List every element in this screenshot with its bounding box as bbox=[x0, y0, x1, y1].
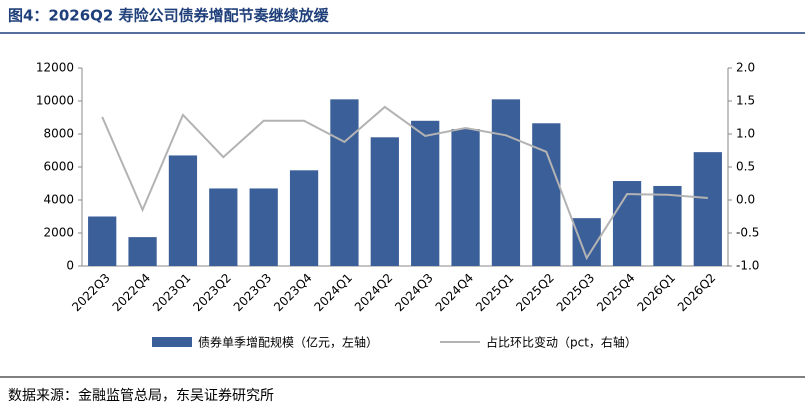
bar bbox=[289, 170, 319, 266]
legend-swatch bbox=[152, 337, 192, 347]
y-tick-label: 0 bbox=[66, 259, 74, 273]
x-tick-label: 2026Q2 bbox=[675, 271, 719, 315]
y-tick-label: 12000 bbox=[36, 61, 74, 75]
x-tick-label: 2025Q4 bbox=[594, 271, 638, 315]
bar bbox=[693, 152, 722, 266]
y2-tick-label: -0.5 bbox=[736, 226, 759, 240]
x-tick-label: 2024Q4 bbox=[433, 271, 477, 315]
y2-tick-label: 1.5 bbox=[736, 94, 755, 108]
bar bbox=[532, 123, 561, 267]
source: 数据来源：金融监管总局，东吴证券研究所 bbox=[8, 388, 274, 404]
y2-tick-label: 2.0 bbox=[736, 61, 755, 75]
x-tick-label: 2025Q3 bbox=[554, 271, 598, 315]
bar bbox=[249, 188, 278, 266]
y-tick-label: 8000 bbox=[43, 127, 74, 141]
y-tick-label: 6000 bbox=[43, 160, 74, 174]
bar bbox=[128, 237, 157, 266]
y2-tick-label: -1.0 bbox=[736, 259, 759, 273]
bar bbox=[491, 99, 521, 266]
bar bbox=[168, 155, 198, 266]
y-tick-label: 10000 bbox=[36, 94, 74, 108]
line bbox=[101, 105, 708, 261]
bar bbox=[88, 216, 117, 266]
bar bbox=[370, 137, 399, 266]
y2-tick-label: 0.0 bbox=[736, 193, 755, 207]
bar bbox=[411, 120, 440, 266]
y2-tick-label: 0.5 bbox=[736, 160, 755, 174]
bar bbox=[209, 188, 238, 266]
x-tick-label: 2023Q2 bbox=[190, 271, 234, 315]
legend-label: 债券单季增配规模（亿元，左轴） bbox=[198, 335, 378, 350]
bar bbox=[451, 129, 480, 266]
bar bbox=[653, 185, 682, 266]
x-tick-label: 2026Q1 bbox=[634, 271, 678, 315]
bar bbox=[330, 99, 359, 266]
x-tick-label: 2022Q4 bbox=[110, 271, 154, 315]
y-tick-label: 4000 bbox=[43, 193, 74, 207]
x-tick-label: 2023Q1 bbox=[150, 271, 194, 315]
x-tick-label: 2024Q1 bbox=[311, 271, 355, 315]
chart-title: 图4：2026Q2 寿险公司债券增配节奏继续放缓 bbox=[8, 7, 330, 25]
x-tick-label: 2025Q2 bbox=[513, 271, 557, 315]
legend-label: 占比环比变动（pct，右轴） bbox=[486, 335, 637, 350]
x-tick-label: 2023Q4 bbox=[271, 271, 315, 315]
x-tick-label: 2024Q2 bbox=[352, 271, 396, 315]
y-tick-label: 2000 bbox=[43, 226, 74, 240]
x-tick-label: 2022Q3 bbox=[69, 271, 113, 315]
y2-tick-label: 1.0 bbox=[736, 127, 755, 141]
x-tick-label: 2025Q1 bbox=[473, 271, 517, 315]
x-tick-label: 2023Q3 bbox=[231, 271, 275, 315]
x-tick-label: 2024Q3 bbox=[392, 271, 436, 315]
